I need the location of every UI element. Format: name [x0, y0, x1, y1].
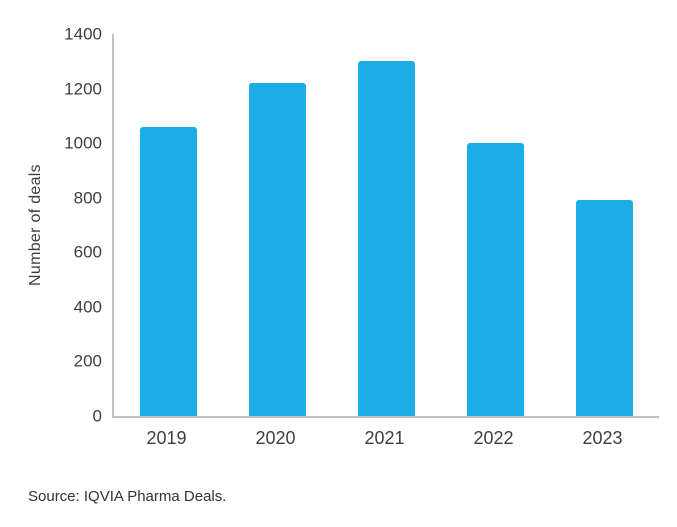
x-tick-label: 2022 — [473, 428, 514, 448]
bar-2022 — [467, 143, 524, 416]
bar-column — [441, 34, 550, 416]
y-tick-label: 1000 — [64, 133, 102, 153]
x-tick-label: 2021 — [364, 428, 405, 448]
bar-column — [223, 34, 332, 416]
bar-column — [332, 34, 441, 416]
y-tick-label: 800 — [73, 188, 102, 208]
bar-column — [114, 34, 223, 416]
bar-2023 — [576, 200, 633, 416]
bar-column — [550, 34, 659, 416]
bar-2021 — [358, 61, 415, 416]
source-note: Source: IQVIA Pharma Deals. — [28, 488, 227, 505]
bar-2019 — [140, 126, 197, 416]
x-tick-label: 2020 — [255, 428, 296, 448]
bar-2020 — [249, 83, 306, 416]
y-tick-label: 1200 — [64, 79, 102, 99]
x-tick-label: 2019 — [146, 428, 187, 448]
y-tick-label: 400 — [73, 297, 102, 317]
bars-row — [114, 34, 659, 416]
y-axis-tick-labels: 0 200 400 600 800 1000 1200 1400 — [0, 26, 102, 425]
x-tick-label: 2023 — [582, 428, 623, 448]
plot-area — [112, 34, 659, 418]
y-tick-label: 200 — [73, 351, 102, 371]
y-tick-label: 600 — [73, 242, 102, 262]
y-tick-label: 1400 — [64, 24, 102, 44]
x-axis-tick-labels: 2019 2020 2021 2022 2023 — [112, 428, 657, 449]
y-tick-label: 0 — [92, 406, 102, 426]
